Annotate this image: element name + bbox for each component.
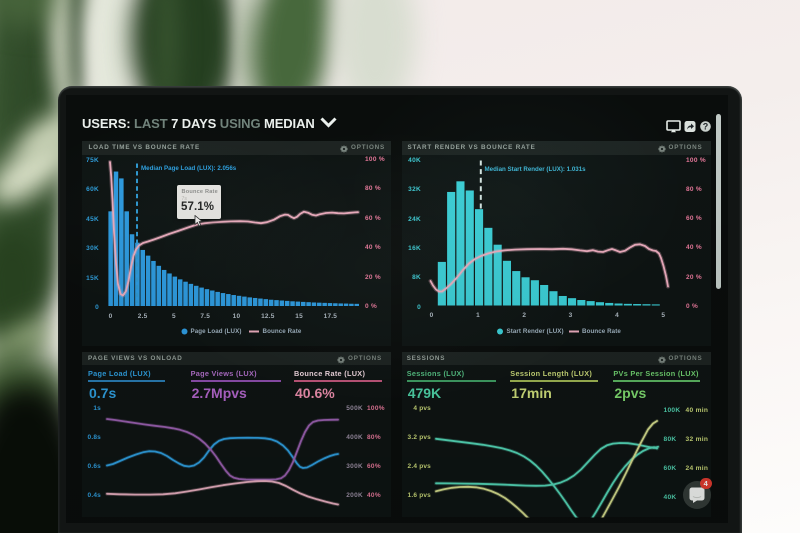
svg-text:?: ? [703,122,709,132]
